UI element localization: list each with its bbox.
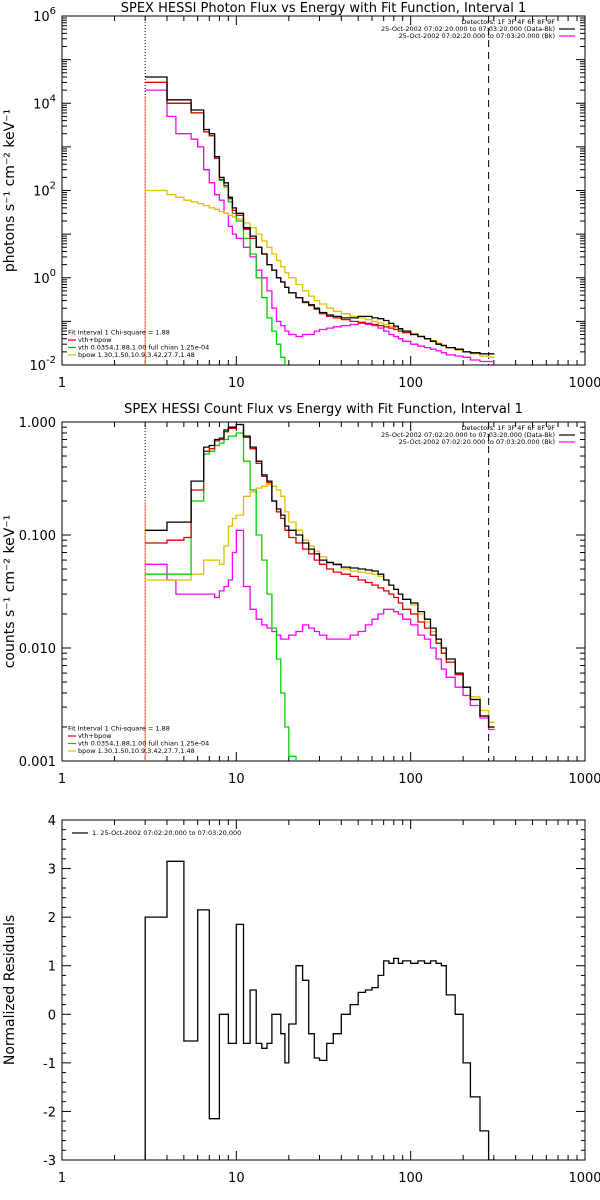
y-tick-label: 100 [33,268,56,287]
y-tick-exponent: 4 [50,93,56,104]
y-tick-base: 10 [33,10,50,25]
legend-entry: 25-Oct-2002 07:02:20.000 to 07:03:20.000… [381,431,555,439]
y-tick-label: 1 [48,960,56,975]
y-tick-exponent: -2 [46,355,56,366]
fit-legend-entry: Fit Interval 1 Chi-square = 1.88 [68,329,170,337]
legend-entry: 25-Oct-2002 07:02:20.000 to 07:03:20.000… [381,25,555,33]
fit-legend-entry: vth 0.0354,1.88,1.00 full chian 1.25e-04 [78,344,209,352]
x-tick-label: 1 [58,772,66,787]
y-tick-label: 102 [33,181,56,200]
series-line-bg [145,529,495,731]
plot-frame [61,819,586,1161]
series-line-total [145,423,495,728]
fit-legend-entry: vth+bpow [78,336,112,344]
series-line-bg [145,89,495,363]
y-tick-label: 0.010 [19,642,56,657]
y-tick-label: 0 [48,1008,56,1023]
series-group [144,860,495,1160]
x-tick-label: 10 [228,772,245,787]
series-line-bpow [145,189,495,358]
legend-entry: Detectors: 1F 3F 4F 6F 8F 9F [461,18,555,26]
y-tick-label: 104 [33,93,56,112]
y-tick-label: 2 [48,911,56,926]
chart-title: SPEX HESSI Count Flux vs Energy with Fit… [124,402,523,417]
chart-title: SPEX HESSI Photon Flux vs Energy with Fi… [121,1,527,16]
y-tick-label: 10-2 [29,355,56,374]
x-tick-label: 100 [398,376,423,391]
x-tick-label: 100 [398,1171,423,1186]
y-tick-exponent: 0 [50,268,56,279]
fit-legend-entry: bpow 1.30,1.50,10.9,3.42,27.7,1.48 [78,747,195,755]
legend-entry: 25-Oct-2002 07:02:20.000 to 07:03:20.000… [399,438,555,446]
x-tick-label: 1 [58,1171,66,1186]
x-tick-label: 1000 [568,376,600,391]
y-tick-label: 1.000 [19,416,56,431]
legend-entry: 1. 25-Oct-2002 07:02:20.000 to 07:03:20.… [92,829,241,837]
y-tick-exponent: 6 [50,6,56,17]
y-axis-label: Normalized Residuals [2,915,18,1065]
fit-legend-entry: Fit Interval 1 Chi-square = 1.88 [68,725,170,733]
y-tick-exponent: 2 [50,181,56,192]
y-tick-label: 3 [48,863,56,878]
y-axis-label: counts s⁻¹ cm⁻² keV⁻¹ [2,515,18,669]
fit-legend-entry: bpow 1.30,1.50,10.9,3.42,27.7,1.48 [78,351,195,359]
y-tick-label: -2 [43,1105,56,1120]
y-axis-label: photons s⁻¹ cm⁻² keV⁻¹ [2,109,18,272]
y-tick-base: 10 [33,272,50,287]
y-tick-base: 10 [29,359,46,374]
y-tick-label: 0.001 [19,755,56,770]
y-tick-label: 106 [33,6,56,25]
series-line-data [144,860,495,1160]
y-tick-label: 0.100 [19,529,56,544]
x-tick-label: 100 [398,772,423,787]
y-tick-label: -1 [43,1057,56,1072]
series-group [145,76,495,365]
fit-legend-entry: vth+bpow [78,732,112,740]
series-line-data [145,76,495,355]
series-line-total [145,81,495,355]
x-tick-label: 1 [58,376,66,391]
x-tick-label: 10 [228,376,245,391]
y-tick-label: 4 [48,814,56,829]
series-line-bpow [145,483,495,723]
x-tick-label: 1000 [568,1171,600,1186]
y-tick-base: 10 [33,97,50,112]
chart-panel-2: SPEX HESSI Count Flux vs Energy with Fit… [2,402,600,787]
y-tick-base: 10 [33,185,50,200]
y-tick-label: -3 [43,1154,56,1169]
series-line-data [145,423,495,728]
legend-entry: 25-Oct-2002 07:02:20.000 to 07:03:20.000… [399,32,555,40]
plot-frame [61,421,586,762]
legend-entry: Detectors: 1F 3F 4F 6F 8F 9F [461,424,555,432]
chart-panel-1: SPEX HESSI Photon Flux vs Energy with Fi… [2,1,600,391]
x-tick-label: 1000 [568,772,600,787]
x-tick-label: 10 [228,1171,245,1186]
series-group [145,423,495,761]
fit-legend-entry: vth 0.0354,1.88,1.00 full chian 1.25e-04 [78,740,209,748]
